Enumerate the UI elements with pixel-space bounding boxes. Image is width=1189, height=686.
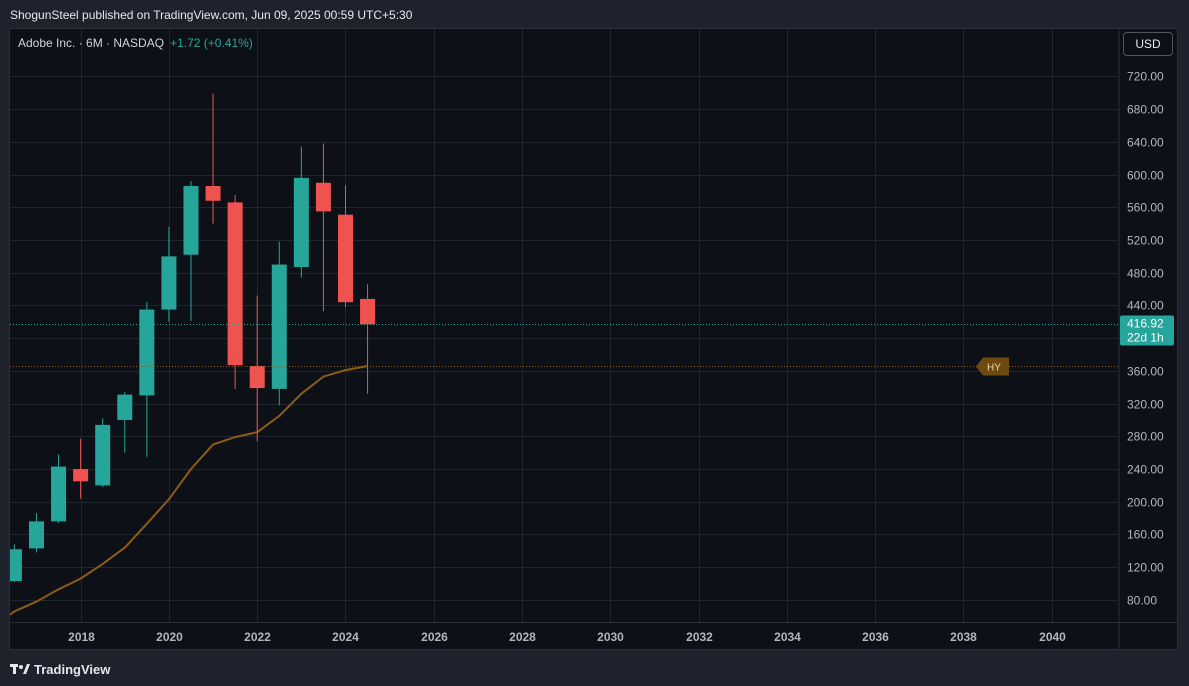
candle-body — [271, 264, 287, 389]
x-tick-label: 2018 — [68, 630, 95, 644]
grid-lines — [10, 29, 1177, 649]
candles-layer — [10, 93, 376, 582]
tradingview-logo-icon[interactable] — [10, 662, 30, 676]
candle-body — [117, 394, 133, 420]
candle — [73, 438, 89, 499]
y-tick-label: 200.00 — [1127, 496, 1164, 510]
candle-body — [293, 177, 309, 268]
candle-body — [51, 466, 67, 522]
candle — [139, 302, 155, 457]
candle — [117, 392, 133, 453]
symbol-title: Adobe Inc. · 6M · NASDAQ — [18, 36, 165, 50]
y-tick-label: 80.00 — [1127, 594, 1157, 608]
y-tick-label: 560.00 — [1127, 201, 1164, 215]
candle-body — [360, 298, 376, 325]
candle — [205, 93, 221, 224]
ma-layer — [10, 365, 368, 616]
candle-body — [183, 186, 199, 255]
candle — [293, 146, 309, 278]
ma-label-text: HY — [987, 363, 1001, 374]
time-axis[interactable]: 2018 2020 2022 2024 2026 2028 2030 2032 2034 2036… — [68, 630, 1066, 644]
candle — [227, 195, 243, 389]
candle-body — [337, 214, 353, 303]
price-lines: HY — [10, 324, 1119, 376]
candle — [51, 454, 67, 524]
y-tick-label: 520.00 — [1127, 234, 1164, 248]
y-tick-label: 600.00 — [1127, 169, 1164, 183]
y-tick-label: 720.00 — [1127, 70, 1164, 84]
y-tick-label: 120.00 — [1127, 561, 1164, 575]
candle-body — [73, 469, 89, 482]
candle-body — [28, 521, 44, 549]
ma-label-box — [976, 357, 1009, 376]
x-tick-label: 2034 — [774, 630, 801, 644]
candle — [315, 143, 331, 312]
publish-text: ShogunSteel published on TradingView.com… — [10, 8, 413, 22]
y-tick-label: 280.00 — [1127, 430, 1164, 444]
y-tick-label: 160.00 — [1127, 528, 1164, 542]
footer: TradingView — [0, 652, 1189, 686]
y-tick-label: 640.00 — [1127, 136, 1164, 150]
x-tick-label: 2038 — [950, 630, 977, 644]
candle-body — [227, 202, 243, 366]
candle — [183, 181, 199, 322]
candlestick-chart[interactable]: HY 80.00 120.00 160.00 200.00 240.00 280.00 32… — [10, 29, 1177, 649]
last-price-value: 416.92 — [1127, 317, 1164, 331]
x-tick-label: 2022 — [244, 630, 271, 644]
candle — [360, 284, 376, 394]
candle-body — [139, 309, 155, 396]
candle — [161, 226, 177, 322]
candle — [28, 513, 44, 553]
candle — [249, 295, 265, 442]
x-tick-label: 2030 — [597, 630, 624, 644]
y-tick-label: 360.00 — [1127, 365, 1164, 379]
candle — [337, 185, 353, 308]
candle-body — [161, 256, 177, 310]
candle-body — [95, 424, 111, 486]
ma-label-hy[interactable]: HY — [976, 357, 1009, 376]
symbol-legend[interactable]: Adobe Inc. · 6M · NASDAQ +1.72 (+0.41%) — [18, 36, 253, 50]
y-tick-label: 440.00 — [1127, 299, 1164, 313]
y-tick-label: 480.00 — [1127, 267, 1164, 281]
candle — [95, 418, 111, 488]
y-tick-label: 320.00 — [1127, 398, 1164, 412]
price-change: +1.72 (+0.41%) — [170, 36, 253, 50]
currency-button[interactable]: USD — [1123, 32, 1173, 56]
last-price-badge[interactable] — [1120, 315, 1174, 346]
x-tick-label: 2032 — [686, 630, 713, 644]
candle-body — [249, 365, 265, 389]
x-tick-label: 2026 — [421, 630, 448, 644]
price-axis[interactable]: 80.00 120.00 160.00 200.00 240.00 280.00 320.0… — [1120, 70, 1174, 608]
x-tick-label: 2040 — [1039, 630, 1066, 644]
candle — [271, 241, 287, 406]
bar-countdown: 22d 1h — [1127, 331, 1164, 345]
brand-name[interactable]: TradingView — [34, 662, 111, 677]
candle-body — [10, 549, 22, 582]
x-tick-label: 2024 — [332, 630, 359, 644]
candle-body — [315, 182, 331, 212]
x-tick-label: 2028 — [509, 630, 536, 644]
x-tick-label: 2036 — [862, 630, 889, 644]
y-tick-label: 680.00 — [1127, 103, 1164, 117]
y-tick-label: 240.00 — [1127, 463, 1164, 477]
candle — [10, 544, 22, 582]
publish-header: ShogunSteel published on TradingView.com… — [0, 0, 1189, 28]
candle-body — [205, 186, 221, 201]
x-tick-label: 2020 — [156, 630, 183, 644]
ma-line — [10, 365, 368, 616]
